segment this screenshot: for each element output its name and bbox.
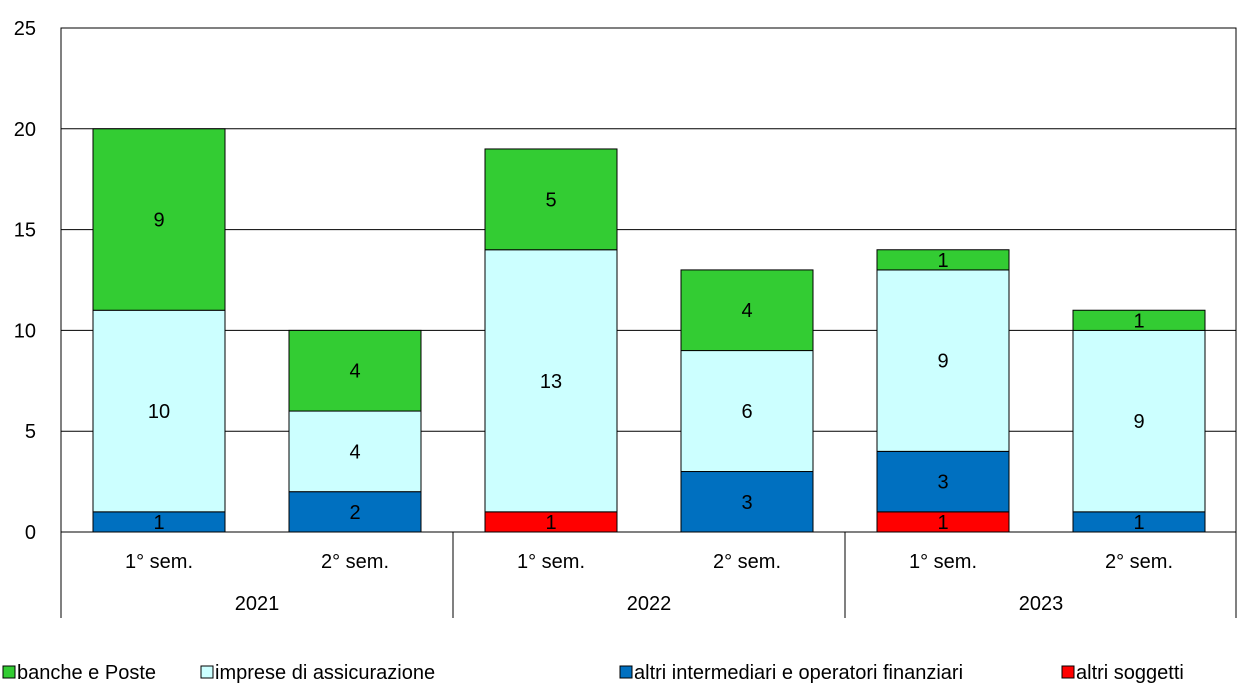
legend-swatch [2, 665, 16, 679]
data-label: 1 [1133, 310, 1144, 332]
data-label: 5 [545, 189, 556, 211]
data-label: 3 [741, 492, 752, 514]
data-label: 4 [741, 300, 752, 322]
bar-segment [1072, 329, 1206, 513]
data-label: 9 [937, 351, 948, 373]
data-label: 1 [153, 512, 164, 534]
data-label: 4 [349, 361, 360, 383]
x-tick-label: 1° sem. [909, 551, 977, 573]
x-tick-label: 1° sem. [517, 551, 585, 573]
data-label: 1 [1133, 512, 1144, 534]
x-tick-label: 2° sem. [713, 551, 781, 573]
legend-swatch [619, 665, 633, 679]
bar-segment [288, 410, 422, 493]
legend-label: altri soggetti [1076, 662, 1184, 684]
data-label: 1 [937, 512, 948, 534]
data-label: 13 [540, 371, 562, 393]
legend-label: altri intermediari e operatori finanziar… [634, 662, 963, 684]
y-tick-label: 5 [25, 421, 36, 443]
bar-segment [484, 249, 618, 513]
x-group-label: 2021 [235, 593, 280, 615]
bar-segment [876, 450, 1010, 513]
data-label: 2 [349, 502, 360, 524]
data-label: 1 [545, 512, 556, 534]
legend-label: banche e Poste [17, 662, 156, 684]
bar-segment [876, 249, 1010, 271]
x-tick-label: 1° sem. [125, 551, 193, 573]
x-group-label: 2022 [627, 593, 672, 615]
bar-segment [288, 491, 422, 533]
bar-segment [288, 329, 422, 412]
bar-segment [876, 269, 1010, 452]
legend-swatch [1061, 665, 1075, 679]
legend-swatch [200, 665, 214, 679]
plot-area-frame [60, 27, 1237, 533]
x-tick-label: 2° sem. [321, 551, 389, 573]
y-tick-label: 10 [14, 320, 36, 342]
data-label: 6 [741, 401, 752, 423]
bar-segment [92, 309, 226, 513]
data-label: 4 [349, 441, 360, 463]
bar-segment [484, 148, 618, 251]
legend-label: imprese di assicurazione [215, 662, 435, 684]
y-tick-label: 15 [14, 220, 36, 242]
gridlines [60, 27, 1237, 533]
data-label: 9 [153, 210, 164, 232]
data-label: 3 [937, 472, 948, 494]
x-tick-label: 2° sem. [1105, 551, 1173, 573]
bar-segment [680, 471, 814, 533]
x-group-label: 2023 [1019, 593, 1064, 615]
y-tick-label: 20 [14, 119, 36, 141]
y-tick-label: 25 [14, 18, 36, 40]
data-label: 9 [1133, 411, 1144, 433]
bar-segment [92, 128, 226, 311]
legend: banche e Poste imprese di assicurazione al… [2, 662, 1184, 684]
data-label: 1 [937, 250, 948, 272]
y-tick-label: 0 [25, 522, 36, 544]
data-label: 10 [148, 401, 170, 423]
bar-segment [1072, 309, 1206, 331]
bar-segment [680, 269, 814, 352]
